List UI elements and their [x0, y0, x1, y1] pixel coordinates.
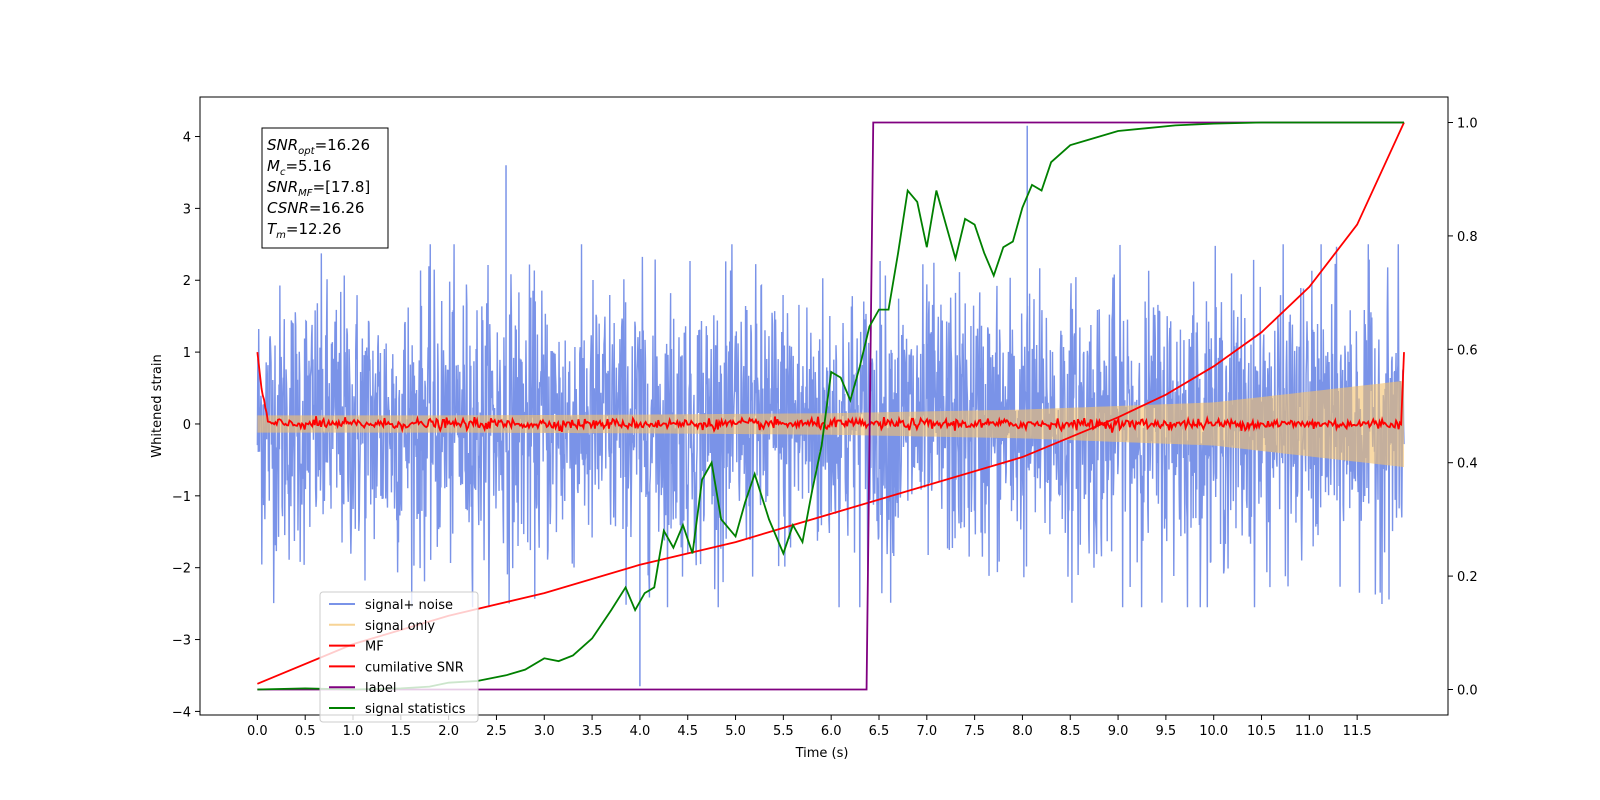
legend-label-mf: MF: [365, 640, 384, 655]
y-left-tick-label: −4: [172, 705, 191, 720]
x-tick-label: 11.5: [1343, 724, 1372, 739]
axes: 0.0 0.5 1.0 1.5 2.0 2.5 3.0 3.5 4.0 4.5 5.0 5.5 6.0 6…: [172, 117, 1478, 739]
plot-frame: [199, 96, 1449, 716]
annotation-line: SNRMF=[17.8]: [267, 178, 370, 199]
x-tick-label: 7.5: [964, 724, 985, 739]
y-right-tick-label: 0.8: [1457, 230, 1478, 245]
x-tick-label: 2.5: [486, 724, 507, 739]
x-tick-label: 9.0: [1108, 724, 1129, 739]
y-right-tick-label: 0.2: [1457, 570, 1478, 585]
x-tick-label: 4.5: [677, 724, 698, 739]
annotation-frame: [261, 127, 389, 249]
annotation-line: SNRopt=16.26: [267, 136, 370, 157]
y-left-tick-label: −2: [172, 562, 191, 577]
y-right-tick-label: 1.0: [1457, 117, 1478, 132]
x-tick-label: 3.0: [534, 724, 555, 739]
x-tick-label: 10.5: [1247, 724, 1276, 739]
annotation-line: Mc=5.16: [267, 157, 331, 178]
legend-label-label: label: [365, 681, 396, 696]
y-left-tick-label: −1: [172, 490, 191, 505]
y-right-tick-label: 0.0: [1457, 683, 1478, 698]
y-axis-label: Whitened strain: [150, 354, 165, 457]
x-tick-label: 0.5: [295, 724, 316, 739]
x-tick-label: 6.5: [869, 724, 890, 739]
x-tick-label: 11.0: [1295, 724, 1324, 739]
x-tick-label: 5.5: [773, 724, 794, 739]
series-mf-line: [256, 351, 1405, 434]
y-left-tick-label: 2: [183, 274, 191, 289]
series-label-line: [257, 121, 1405, 691]
x-tick-label: 7.0: [916, 724, 937, 739]
x-tick-label: 6.0: [821, 724, 842, 739]
series-cumilative-snr-line: [257, 122, 1405, 685]
x-axis-label: Time (s): [795, 746, 849, 761]
y-left-tick-label: 1: [183, 346, 191, 361]
x-tick-label: 3.5: [582, 724, 603, 739]
x-tick-label: 4.0: [630, 724, 651, 739]
x-tick-label: 5.0: [725, 724, 746, 739]
x-tick-label: 1.0: [343, 724, 364, 739]
x-tick-label: 0.0: [247, 724, 268, 739]
x-tick-label: 8.5: [1060, 724, 1081, 739]
legend-label-signal-statistics: signal statistics: [365, 702, 466, 717]
annotation-line: CSNR=16.26: [267, 199, 364, 217]
legend-label-cumilative-snr: cumilative SNR: [365, 660, 464, 675]
legend-label-signal-noise: signal+ noise: [365, 598, 453, 613]
x-tick-label: 8.0: [1012, 724, 1033, 739]
x-tick-label: 1.5: [390, 724, 411, 739]
legend: signal+ noise signal only MF cumilative SNR…: [319, 591, 479, 723]
x-tick-label: 2.0: [438, 724, 459, 739]
y-left-tick-label: 4: [183, 131, 191, 146]
stats-annotation-box: SNRopt=16.26Mc=5.16SNRMF=[17.8]CSNR=16.2…: [261, 127, 389, 249]
y-left-tick-label: −3: [172, 634, 191, 649]
series-signal-statistics-line: [257, 121, 1405, 691]
x-tick-label: 9.5: [1156, 724, 1177, 739]
y-left-tick-label: 0: [183, 418, 191, 433]
y-right-tick-label: 0.4: [1457, 457, 1478, 472]
annotation-line: Tm=12.26: [267, 220, 341, 241]
legend-label-signal-only: signal only: [365, 619, 435, 634]
x-tick-label: 10.0: [1199, 724, 1228, 739]
plot-area: [256, 121, 1405, 691]
y-right-tick-label: 0.6: [1457, 343, 1478, 358]
y-left-tick-label: 3: [183, 202, 191, 217]
legend-frame: [319, 591, 479, 723]
